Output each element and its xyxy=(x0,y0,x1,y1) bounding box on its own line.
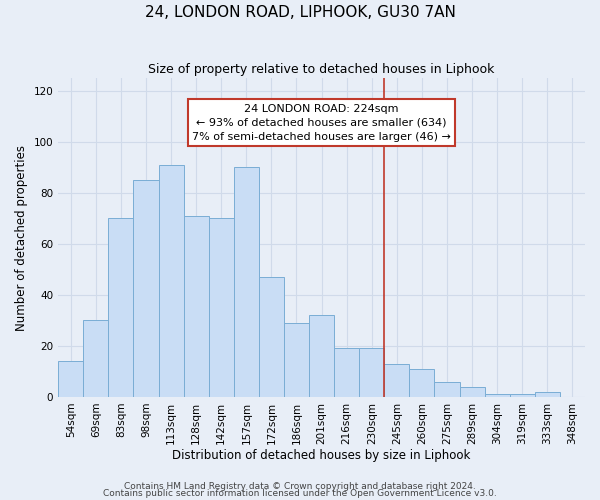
Bar xyxy=(209,218,234,397)
Bar xyxy=(409,369,434,397)
Bar xyxy=(133,180,158,397)
Bar xyxy=(460,387,485,397)
Bar xyxy=(334,348,359,397)
Bar xyxy=(359,348,385,397)
Text: 24 LONDON ROAD: 224sqm
← 93% of detached houses are smaller (634)
7% of semi-det: 24 LONDON ROAD: 224sqm ← 93% of detached… xyxy=(192,104,451,142)
Text: 24, LONDON ROAD, LIPHOOK, GU30 7AN: 24, LONDON ROAD, LIPHOOK, GU30 7AN xyxy=(145,5,455,20)
Bar xyxy=(434,382,460,397)
Bar xyxy=(184,216,209,397)
Bar xyxy=(109,218,133,397)
Title: Size of property relative to detached houses in Liphook: Size of property relative to detached ho… xyxy=(148,62,495,76)
Bar xyxy=(485,394,510,397)
Bar xyxy=(284,323,309,397)
Y-axis label: Number of detached properties: Number of detached properties xyxy=(15,144,28,330)
Bar xyxy=(535,392,560,397)
Bar xyxy=(83,320,109,397)
Text: Contains HM Land Registry data © Crown copyright and database right 2024.: Contains HM Land Registry data © Crown c… xyxy=(124,482,476,491)
X-axis label: Distribution of detached houses by size in Liphook: Distribution of detached houses by size … xyxy=(172,450,471,462)
Bar xyxy=(510,394,535,397)
Bar xyxy=(309,316,334,397)
Text: Contains public sector information licensed under the Open Government Licence v3: Contains public sector information licen… xyxy=(103,489,497,498)
Bar xyxy=(234,168,259,397)
Bar xyxy=(385,364,409,397)
Bar xyxy=(158,165,184,397)
Bar xyxy=(259,277,284,397)
Bar xyxy=(58,361,83,397)
